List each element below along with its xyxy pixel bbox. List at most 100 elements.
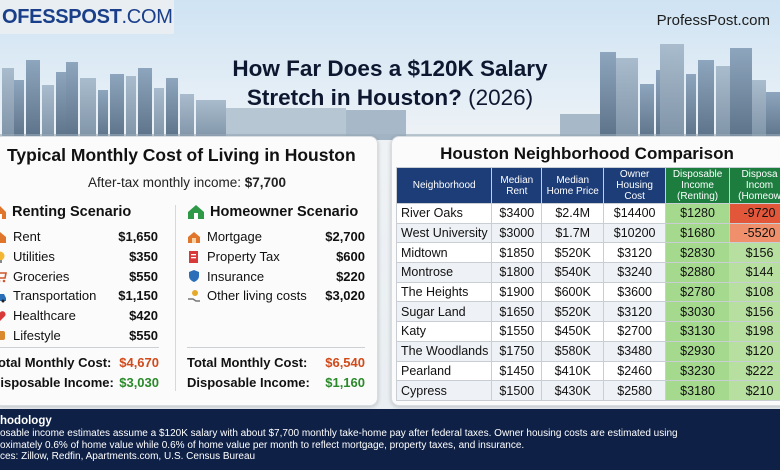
methodology-line-3: ces: Zillow, Redfin, Apartments.com, U.S… — [0, 451, 256, 462]
brand-site: ProfessPost.com — [656, 12, 770, 29]
cell-rent: $1800 — [491, 262, 543, 283]
owning-row-mortgage: Mortgage $2,700 — [187, 227, 365, 247]
cell-name: Pearland — [395, 360, 493, 382]
cost-card-heading: Typical Monthly Cost of Living in Housto… — [7, 145, 356, 165]
table-body: River Oaks $3400 $2.4M $14400 $1280 -9720 West… — [395, 203, 780, 401]
rent-value: $1,650 — [118, 229, 158, 245]
cell-disp-rent: $1280 — [665, 203, 731, 224]
cell-disp-own: $156 — [729, 242, 780, 264]
brand-logo-main: OFESSPOST — [2, 6, 122, 28]
utilities-value: $350 — [129, 249, 158, 265]
house-icon — [0, 206, 6, 219]
page-title: How Far Does a $120K Salary Stretch in H… — [180, 54, 600, 112]
owning-total-label: Total Monthly Cost: — [187, 355, 308, 370]
owning-totals: Total Monthly Cost: $6,540 Disposable Inc… — [187, 353, 365, 393]
owning-total-value: $6,540 — [325, 355, 365, 370]
mortgage-house-icon — [188, 231, 200, 243]
lifestyle-icon — [0, 331, 5, 341]
shield-icon — [189, 270, 199, 283]
totals-separator-own — [187, 347, 365, 348]
homeowner-scenario-heading: Homeowner Scenario — [187, 201, 365, 223]
owning-row-property-tax: Property Tax $600 — [187, 247, 365, 267]
healthcare-label: Healthcare — [13, 308, 76, 324]
insurance-value: $220 — [336, 268, 365, 284]
lifestyle-label: Lifestyle — [13, 327, 61, 343]
cell-disp-own: $198 — [729, 321, 780, 342]
cell-name: Sugar Land — [395, 301, 493, 323]
cell-name: Montrose — [395, 262, 493, 283]
cell-disp-rent: $3130 — [665, 321, 731, 342]
cell-disp-rent: $2830 — [665, 242, 731, 264]
cell-disp-own: $222 — [729, 360, 780, 382]
owning-disposable-value: $1,160 — [325, 375, 365, 390]
cost-of-living-card: Typical Monthly Cost of Living in Housto… — [0, 136, 378, 406]
cell-own: $3120 — [603, 301, 667, 323]
cell-price: $600K — [541, 281, 605, 303]
utilities-label: Utilities — [13, 249, 55, 265]
mortgage-label: Mortgage — [207, 229, 262, 245]
cell-name: West University — [395, 222, 493, 244]
renting-row-transportation: Transportation $1,150 — [0, 286, 158, 306]
renting-row-healthcare: Healthcare $420 — [0, 306, 158, 326]
cell-disp-own: $108 — [729, 281, 780, 303]
cell-disp-own: -5520 — [729, 222, 780, 244]
cell-name: The Heights — [395, 281, 493, 303]
cell-price: $540K — [541, 262, 605, 283]
cell-own: $2700 — [603, 321, 667, 342]
owning-disposable-label: Disposable Income: — [187, 375, 310, 390]
cell-rent: $1450 — [491, 360, 543, 382]
transportation-value: $1,150 — [118, 288, 158, 304]
cell-name: Katy — [395, 321, 493, 342]
methodology-footer: hodology osable income estimates assume … — [0, 409, 780, 470]
healthcare-value: $420 — [129, 308, 158, 324]
insurance-label: Insurance — [207, 268, 265, 284]
houston-skyline — [0, 44, 780, 140]
cell-price: $430K — [541, 380, 605, 401]
col-disposable-renting: Disposable Income (Renting) — [665, 167, 731, 204]
renting-scenario-title: Renting Scenario — [12, 204, 132, 220]
cell-rent: $1900 — [491, 281, 543, 303]
property-tax-value: $600 — [336, 249, 365, 265]
methodology-line-2: oximately 0.6% of home value while 0.6% … — [0, 439, 525, 451]
title-line-2-text: Stretch in Houston? — [246, 85, 462, 110]
renting-disposable-value: $3,030 — [119, 375, 159, 390]
table-header-row: Neighborhood Median Rent Median Home Pri… — [395, 167, 780, 204]
cell-disp-rent: $1680 — [665, 222, 731, 244]
heart-icon — [0, 310, 6, 321]
cell-price: $580K — [541, 340, 605, 362]
bulb-icon — [0, 251, 5, 263]
cell-disp-rent: $2930 — [665, 340, 731, 362]
cell-price: $2.4M — [541, 203, 605, 224]
other-costs-label: Other living costs — [207, 288, 307, 304]
totals-separator-rent — [0, 347, 159, 348]
cell-own: $3600 — [603, 281, 667, 303]
col-median-home-price: Median Home Price — [541, 167, 605, 204]
renting-scenario-heading: Renting Scenario — [0, 201, 158, 223]
home-green-icon — [188, 205, 204, 219]
cart-icon — [0, 272, 7, 283]
methodology-line-1: osable income estimates assume a $120K s… — [0, 428, 678, 439]
brand-logo: OFESSPOST.COM — [0, 0, 174, 34]
after-tax-income-label: After-tax monthly income: — [87, 175, 241, 190]
cell-rent: $1550 — [491, 321, 543, 342]
title-year: (2026) — [468, 85, 534, 110]
title-line-2: Stretch in Houston? (2026) — [180, 83, 600, 112]
groceries-value: $550 — [129, 268, 158, 284]
brand-logo-suffix: .COM — [121, 6, 173, 28]
table-row: Pearland $1450 $410K $2460 $3230 $222 — [395, 360, 780, 382]
cell-disp-own: $144 — [729, 262, 780, 283]
renting-row-utilities: Utilities $350 — [0, 247, 158, 267]
owning-row-insurance: Insurance $220 — [187, 266, 365, 286]
rent-icon — [0, 231, 6, 243]
after-tax-income-value: $7,700 — [244, 175, 287, 190]
cell-disp-rent: $2880 — [665, 262, 731, 283]
mortgage-value: $2,700 — [325, 229, 365, 245]
cell-disp-rent: $3030 — [665, 301, 731, 323]
tax-document-icon — [189, 250, 198, 263]
table-row: River Oaks $3400 $2.4M $14400 $1280 -9720 — [395, 203, 780, 224]
cell-rent: $3400 — [491, 203, 543, 224]
table-row: Cypress $1500 $430K $2580 $3180 $210 — [395, 380, 780, 401]
car-icon — [0, 293, 6, 303]
renting-total-label: Total Monthly Cost: — [0, 355, 112, 370]
cell-name: Cypress — [395, 380, 493, 401]
